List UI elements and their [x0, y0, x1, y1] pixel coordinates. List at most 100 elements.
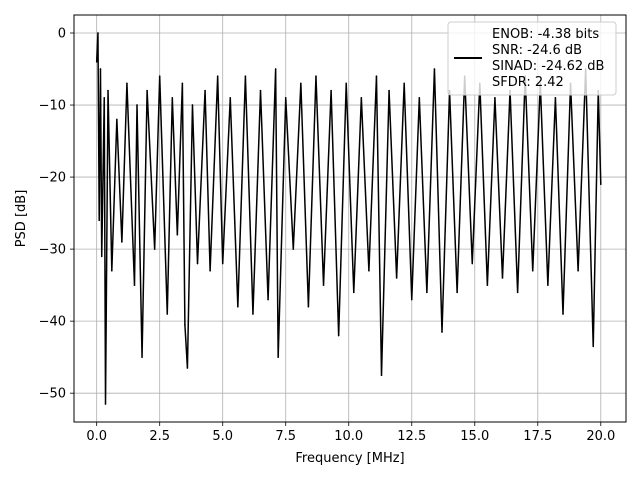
psd-data-point — [531, 269, 534, 272]
psd-data-point — [471, 262, 474, 265]
psd-data-point — [196, 262, 199, 265]
psd-data-point — [237, 305, 239, 308]
psd-data-point — [98, 219, 101, 222]
psd-data-point — [562, 313, 564, 315]
psd-data-point — [216, 75, 219, 78]
x-tick-label: 15.0 — [460, 429, 489, 444]
psd-data-point — [292, 248, 295, 250]
y-tick-label: −30 — [39, 243, 66, 258]
x-tick-label: 7.5 — [275, 429, 296, 444]
psd-data-point — [133, 284, 136, 286]
x-tick-label: 10.0 — [334, 429, 363, 444]
psd-data-point — [244, 75, 247, 78]
psd-data-point — [99, 68, 102, 70]
psd-data-point — [395, 277, 398, 279]
psd-data-point — [554, 97, 557, 99]
psd-data-point — [345, 82, 348, 85]
psd-data-point — [426, 291, 428, 294]
x-tick-label: 17.5 — [523, 429, 552, 444]
psd-data-point — [300, 82, 302, 85]
psd-data-point — [171, 97, 174, 99]
psd-data-point — [486, 284, 489, 286]
psd-data-point — [186, 367, 189, 369]
psd-data-point — [97, 32, 99, 34]
psd-data-point — [95, 61, 98, 63]
psd-data-point — [375, 75, 378, 78]
psd-data-point — [267, 298, 269, 301]
psd-data-point — [360, 97, 363, 99]
psd-data-point — [501, 277, 504, 279]
psd-data-point — [259, 89, 262, 92]
psd-data-point — [191, 104, 194, 106]
psd-data-point — [146, 89, 148, 92]
psd-data-point — [204, 89, 206, 92]
psd-data-point — [274, 68, 277, 70]
legend-sfdr: SFDR: 2.42 — [492, 75, 564, 90]
psd-data-point — [166, 313, 169, 315]
psd-data-point — [592, 345, 595, 348]
psd-data-point — [577, 269, 579, 272]
x-tick-label: 5.0 — [212, 429, 233, 444]
psd-data-point — [136, 104, 138, 106]
psd-data-point — [599, 183, 602, 186]
psd-data-point — [181, 82, 184, 85]
legend: ENOB: -4.38 bits SNR: -24.6 dB SINAD: -2… — [447, 21, 617, 96]
psd-data-point — [330, 89, 332, 92]
psd-data-point — [284, 97, 287, 99]
psd-data-point — [153, 248, 156, 250]
psd-data-point — [221, 262, 224, 265]
x-tick-label: 2.5 — [149, 429, 170, 444]
psd-data-point — [229, 97, 232, 99]
psd-data-point — [103, 97, 106, 99]
psd-data-point — [315, 75, 317, 78]
psd-data-point — [126, 82, 128, 85]
psd-data-point — [158, 75, 161, 78]
psd-data-point — [494, 97, 496, 99]
psd-data-point — [547, 284, 549, 286]
legend-box — [447, 21, 617, 96]
y-tick-label: −40 — [39, 315, 66, 330]
legend-snr: SNR: -24.6 dB — [492, 43, 582, 58]
psd-data-point — [433, 68, 436, 70]
y-tick-label: −10 — [39, 99, 66, 114]
psd-data-point — [209, 269, 211, 272]
x-tick-label: 0.0 — [86, 429, 107, 444]
psd-data-point — [116, 118, 118, 121]
y-tick-label: 0 — [58, 27, 66, 42]
psd-data-point — [380, 374, 383, 376]
psd-data-point — [184, 323, 186, 326]
psd-data-point — [441, 331, 443, 333]
y-tick-label: −20 — [39, 171, 66, 186]
psd-data-point — [418, 97, 421, 99]
psd-data-point — [104, 403, 107, 405]
psd-data-point — [368, 269, 370, 272]
psd-data-point — [352, 291, 355, 294]
x-tick-label: 20.0 — [586, 429, 615, 444]
y-tick-label: −50 — [39, 387, 66, 402]
y-axis-label: PSD [dB] — [14, 190, 29, 248]
axis-ticks: 0.0 2.5 5.0 7.5 10.0 12.5 15.0 17.5 20.0 0 −10 −20 −… — [39, 27, 616, 444]
psd-data-point — [252, 313, 254, 315]
psd-data-point — [176, 233, 179, 236]
psd-data-point — [516, 291, 519, 294]
psd-series-line — [95, 32, 602, 405]
axes-frame — [73, 14, 627, 423]
legend-sinad: SINAD: -24.62 dB — [492, 59, 604, 74]
psd-data-point — [121, 241, 123, 243]
psd-data-point — [337, 334, 340, 337]
psd-data-point — [456, 291, 458, 294]
psd-data-point — [111, 269, 113, 272]
psd-data-point — [277, 356, 279, 358]
psd-data-point — [403, 82, 405, 85]
psd-data-point — [322, 284, 325, 286]
psd-data-point — [410, 298, 413, 301]
x-tick-label: 12.5 — [397, 429, 426, 444]
psd-data-point — [141, 356, 143, 358]
x-axis-label: Frequency [MHz] — [295, 451, 404, 466]
psd-data-point — [388, 89, 390, 92]
psd-data-point — [107, 89, 109, 92]
psd-data-point — [307, 305, 310, 308]
legend-enob: ENOB: -4.38 bits — [492, 27, 599, 42]
psd-data-point — [100, 255, 103, 258]
